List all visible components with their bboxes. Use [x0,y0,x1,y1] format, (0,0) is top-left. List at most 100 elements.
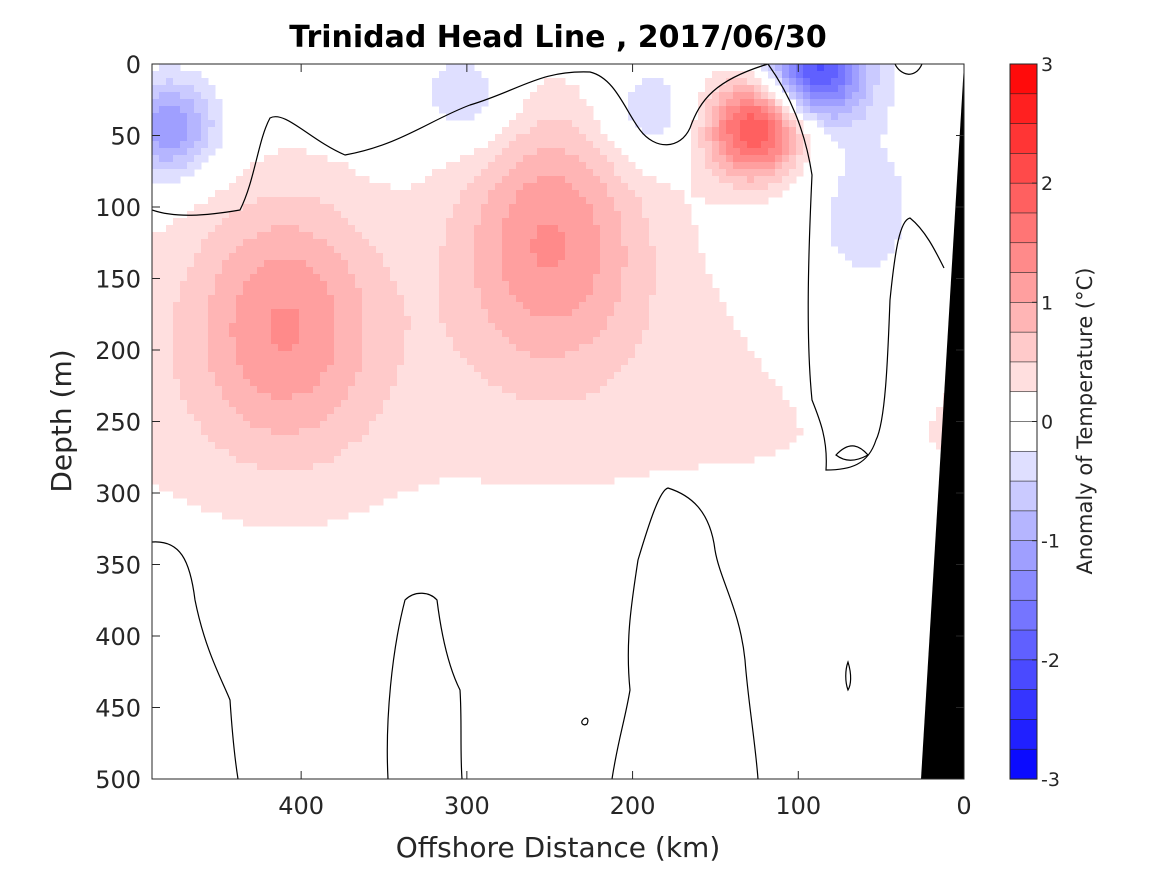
colorbar-band [1009,272,1038,303]
field-cell [488,281,496,289]
field-cell [306,463,314,471]
field-cell [523,407,531,415]
field-cell [383,449,391,457]
field-cell [628,400,636,408]
field-cell [621,442,629,450]
field-cell [502,155,510,163]
field-cell [320,169,328,177]
field-cell [264,344,272,352]
field-cell [523,169,531,177]
field-cell [229,323,237,331]
field-cell [278,386,286,394]
field-cell [418,421,426,429]
field-cell [453,302,461,310]
field-cell [383,351,391,359]
colorbar-band [1009,391,1038,423]
field-cell [866,78,874,86]
field-cell [642,393,650,401]
field-cell [334,211,342,219]
field-cell [698,358,706,366]
field-cell [691,267,699,275]
field-cell [453,428,461,436]
field-cell [348,463,356,471]
field-cell [502,449,510,457]
field-cell [705,421,713,429]
field-cell [460,155,468,163]
field-cell [299,449,307,457]
field-cell [649,197,657,205]
field-cell [271,400,279,408]
field-cell [488,309,496,317]
field-cell [698,456,706,464]
field-cell [495,421,503,429]
field-cell [257,260,265,268]
field-cell [474,344,482,352]
field-cell [376,386,384,394]
field-cell [691,358,699,366]
field-cell [250,183,258,191]
field-cell [348,351,356,359]
field-cell [355,281,363,289]
field-cell [474,309,482,317]
field-cell [299,470,307,478]
field-cell [838,211,846,219]
field-cell [712,344,720,352]
field-cell [698,428,706,436]
field-cell [362,393,370,401]
field-cell [572,92,580,100]
field-cell [152,421,160,429]
field-cell [334,169,342,177]
field-cell [397,330,405,338]
field-cell [474,470,482,478]
field-cell [334,414,342,422]
field-cell [586,218,594,226]
field-cell [334,505,342,513]
field-cell [761,400,769,408]
field-cell [243,358,251,366]
field-cell [551,337,559,345]
field-cell [509,162,517,170]
field-cell [537,204,545,212]
field-cell [663,260,671,268]
field-cell [558,239,566,247]
field-cell [180,386,188,394]
field-cell [726,365,734,373]
field-cell [698,316,706,324]
field-cell [523,106,531,114]
field-cell [789,414,797,422]
field-cell [628,316,636,324]
field-cell [488,148,496,156]
field-cell [320,246,328,254]
field-cell [635,379,643,387]
field-cell [551,372,559,380]
field-cell [278,239,286,247]
field-cell [404,463,412,471]
field-cell [383,232,391,240]
field-cell [705,85,713,93]
field-cell [397,386,405,394]
field-cell [684,456,692,464]
field-cell [691,379,699,387]
field-cell [502,183,510,191]
field-cell [831,232,839,240]
field-cell [565,302,573,310]
field-cell [551,106,559,114]
field-cell [705,162,713,170]
field-cell [635,211,643,219]
field-cell [313,428,321,436]
field-cell [621,239,629,247]
field-cell [551,393,559,401]
field-cell [880,232,888,240]
field-cell [873,183,881,191]
field-cell [362,197,370,205]
field-cell [285,232,293,240]
field-cell [495,183,503,191]
field-cell [327,197,335,205]
field-cell [866,246,874,254]
field-cell [607,295,615,303]
field-cell [565,463,573,471]
field-cell [152,372,160,380]
field-cell [509,365,517,373]
field-cell [166,92,174,100]
field-cell [481,155,489,163]
